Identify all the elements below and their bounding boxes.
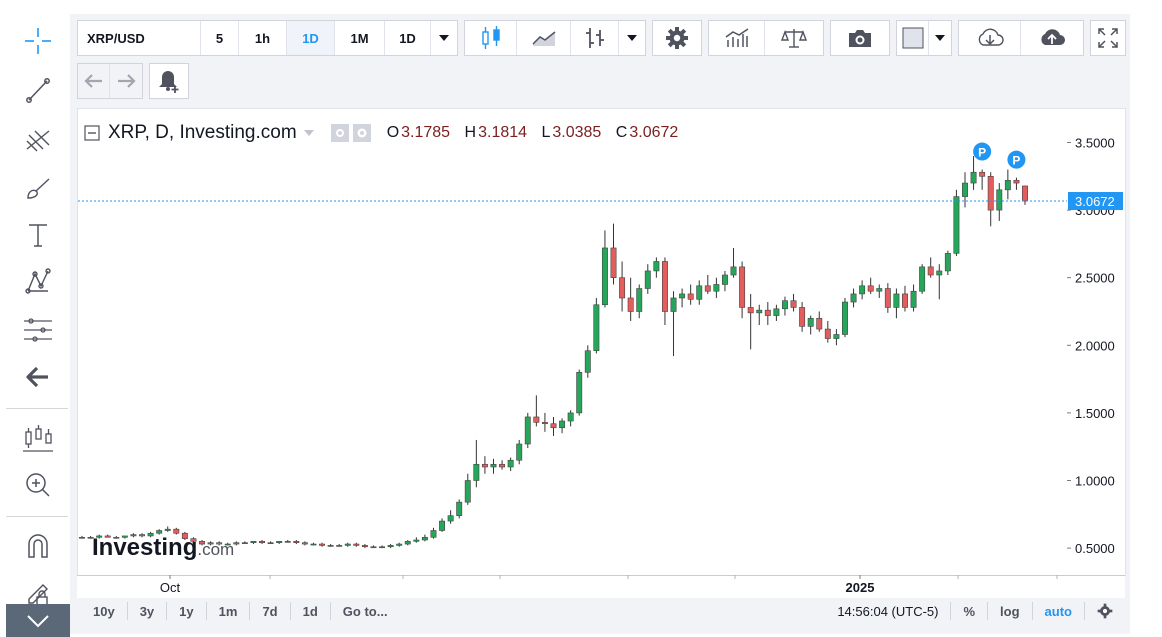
gear-icon[interactable] <box>1085 602 1125 620</box>
range-1m[interactable]: 1m <box>207 602 251 620</box>
price-axis[interactable] <box>1067 108 1126 576</box>
redo-icon[interactable] <box>110 64 142 98</box>
open-label: O <box>386 124 400 141</box>
legend-title[interactable]: XRP, D, Investing.com <box>108 122 297 143</box>
caret-down-icon <box>627 35 637 41</box>
close-label: C <box>615 124 628 141</box>
range-7d[interactable]: 7d <box>250 602 291 620</box>
fib-icon[interactable] <box>16 122 60 158</box>
drawing-toolbar <box>0 0 70 637</box>
collapse-legend-icon[interactable] <box>84 125 100 141</box>
color-dropdown[interactable] <box>929 21 951 55</box>
chart-type-dropdown[interactable] <box>619 21 645 55</box>
chart-type-group <box>464 20 646 56</box>
analysis-group <box>708 20 824 56</box>
interval-1m[interactable]: 1M <box>335 21 385 55</box>
interval-select[interactable]: 1D <box>385 21 431 55</box>
cloud-upload-icon[interactable] <box>1021 21 1083 55</box>
interval-dropdown[interactable] <box>431 21 457 55</box>
chevron-down-icon <box>27 614 49 627</box>
high-label: H <box>464 124 477 141</box>
snapshot-group <box>830 20 890 56</box>
text-icon[interactable] <box>16 217 60 253</box>
candles-icon[interactable] <box>465 21 517 55</box>
low-value: 3.0385 <box>552 124 602 141</box>
color-group <box>896 20 952 56</box>
interval-1h[interactable]: 1h <box>239 21 287 55</box>
interval-5[interactable]: 5 <box>201 21 239 55</box>
range-3y[interactable]: 3y <box>128 602 168 620</box>
candles-settings-icon[interactable] <box>16 420 60 456</box>
indicators-icon[interactable] <box>709 21 765 55</box>
range-1y[interactable]: 1y <box>167 602 207 620</box>
trendline-icon[interactable] <box>16 72 60 108</box>
caret-down-icon <box>935 35 945 41</box>
cloud-group <box>958 20 1084 56</box>
brush-icon[interactable] <box>16 170 60 206</box>
fullscreen-group <box>1090 20 1126 56</box>
collapse-toolbar-button[interactable] <box>6 604 70 637</box>
open-value: 3.1785 <box>401 124 451 141</box>
zoom-in-icon[interactable] <box>16 467 60 503</box>
fullscreen-icon[interactable] <box>1091 21 1125 55</box>
clock: 14:56:04 (UTC-5) <box>825 602 952 620</box>
caret-down-icon[interactable] <box>303 129 315 137</box>
chart-pane[interactable] <box>77 108 1068 576</box>
auto-toggle[interactable]: auto <box>1033 602 1085 620</box>
settings-group <box>652 20 702 56</box>
range-10y[interactable]: 10y <box>77 602 128 620</box>
symbol-input[interactable]: XRP/USD <box>78 21 201 55</box>
alert-group <box>149 63 189 99</box>
area-icon[interactable] <box>517 21 571 55</box>
interval-1d[interactable]: 1D <box>287 21 335 55</box>
undo-redo-group <box>77 63 143 99</box>
bottom-bar: 10y 3y 1y 1m 7d 1d Go to... 14:56:04 (UT… <box>77 598 1125 624</box>
top-toolbar: XRP/USD 5 1h 1D 1M 1D <box>77 20 1132 56</box>
undo-icon[interactable] <box>78 64 110 98</box>
alert-add-icon[interactable] <box>150 64 188 98</box>
percent-toggle[interactable]: % <box>951 602 989 620</box>
symbol-and-intervals: XRP/USD 5 1h 1D 1M 1D <box>77 20 458 56</box>
pattern-icon[interactable] <box>16 263 60 299</box>
close-value: 3.0672 <box>629 124 679 141</box>
cloud-download-icon[interactable] <box>959 21 1021 55</box>
camera-icon[interactable] <box>831 21 889 55</box>
ohlc-values: O 3.1785 H 3.1814 L 3.0385 C 3.0672 <box>377 124 679 142</box>
caret-down-icon <box>439 35 449 41</box>
log-toggle[interactable]: log <box>988 602 1033 620</box>
secondary-toolbar <box>77 63 195 99</box>
magnet-icon[interactable] <box>16 528 60 564</box>
color-icon[interactable] <box>897 21 929 55</box>
eye-icon[interactable] <box>330 124 349 142</box>
low-label: L <box>541 124 551 141</box>
range-1d[interactable]: 1d <box>291 602 331 620</box>
high-value: 3.1814 <box>478 124 528 141</box>
bars-icon[interactable] <box>571 21 619 55</box>
compare-icon[interactable] <box>765 21 823 55</box>
gear-icon[interactable] <box>352 124 371 142</box>
measure-icon[interactable] <box>16 312 60 348</box>
goto-button[interactable]: Go to... <box>342 603 388 619</box>
time-axis[interactable] <box>77 575 1125 598</box>
crosshair-icon[interactable] <box>16 23 60 59</box>
gear-icon[interactable] <box>653 21 701 55</box>
back-arrow-icon[interactable] <box>16 359 60 395</box>
